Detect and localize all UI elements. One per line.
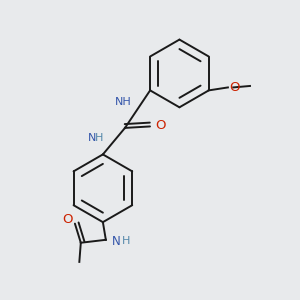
Text: O: O [155, 119, 166, 132]
Text: H: H [95, 133, 103, 143]
Text: N: N [88, 133, 96, 143]
Text: O: O [230, 81, 240, 94]
Text: N: N [112, 235, 121, 248]
Text: H: H [122, 236, 130, 246]
Text: O: O [62, 213, 73, 226]
Text: NH: NH [114, 97, 131, 107]
